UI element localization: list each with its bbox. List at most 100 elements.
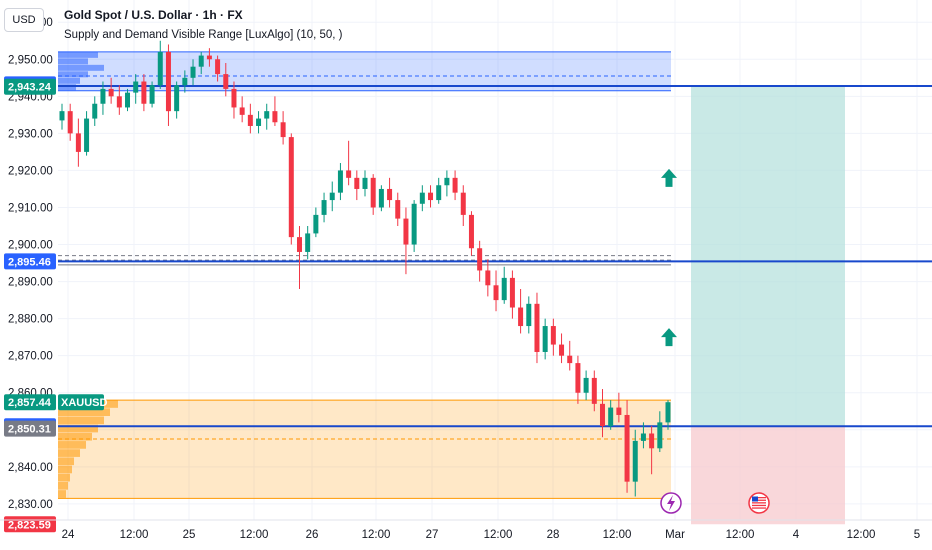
candle-body: [649, 433, 655, 449]
candle-body: [165, 51, 171, 112]
y-tick-label: 2,870.00: [8, 351, 53, 363]
candle-body: [75, 133, 81, 152]
price-tag-label: 2,895.46: [8, 256, 51, 268]
candle-body: [493, 285, 499, 301]
candle-body: [329, 192, 335, 201]
price-tag-label: 2,943.24: [8, 82, 52, 94]
x-tick-label: Mar: [665, 529, 685, 541]
x-tick-label: 27: [426, 529, 439, 541]
y-tick-label: 2,840.00: [8, 462, 53, 474]
candle-body: [567, 355, 573, 364]
candle-body: [403, 218, 409, 245]
candle-body: [509, 277, 515, 308]
candle-body: [411, 203, 417, 245]
demand-profile-bar: [58, 432, 92, 441]
candle-body: [149, 85, 155, 104]
candle-body: [362, 177, 368, 189]
x-tick-label: 4: [793, 529, 800, 541]
candle-body: [174, 85, 180, 112]
price-tag: [4, 394, 56, 411]
price-tag: [4, 420, 56, 437]
x-tick-label: 26: [306, 529, 319, 541]
demand-profile-bar: [58, 473, 70, 482]
candle-body: [640, 433, 646, 441]
price-tag: [4, 253, 56, 270]
x-tick-label: 12:00: [603, 529, 632, 541]
candle-body: [157, 51, 163, 86]
x-tick-label: 12:00: [120, 529, 149, 541]
candle-body: [198, 55, 204, 67]
candle-body: [608, 407, 614, 427]
candle-body: [485, 270, 491, 286]
candle-body: [395, 200, 401, 219]
candle-body: [215, 59, 221, 75]
demand-profile-bar: [58, 457, 74, 466]
candle-body: [182, 77, 188, 86]
candle-body: [657, 422, 663, 449]
candle-body: [67, 111, 73, 134]
chart-title: Gold Spot / U.S. Dollar · 1h · FX: [64, 8, 243, 22]
y-tick-label: 2,930.00: [8, 128, 53, 140]
candle-body: [518, 307, 524, 327]
candle-body: [624, 414, 630, 482]
demand-zone: [58, 400, 671, 499]
price-tag-label: 2,823.59: [8, 519, 51, 531]
candle-body: [452, 177, 458, 193]
y-tick-label: 2,910.00: [8, 202, 53, 214]
candle-body: [632, 440, 638, 482]
candle-body: [526, 303, 532, 327]
candle-body: [280, 122, 286, 138]
demand-profile-bar: [58, 481, 68, 490]
x-tick-label: 25: [183, 529, 196, 541]
arrow-up-icon: [661, 328, 677, 347]
x-tick-label: 12:00: [726, 529, 755, 541]
candle-body: [436, 185, 442, 201]
candle-body: [575, 363, 581, 393]
candle-body: [305, 233, 311, 252]
demand-profile-bar: [58, 424, 98, 433]
supply-profile-bar: [58, 84, 76, 91]
candle-body: [468, 214, 474, 249]
candle-body: [223, 74, 229, 89]
candle-body: [141, 81, 147, 104]
x-tick-label: 12:00: [847, 529, 876, 541]
y-tick-label: 2,900.00: [8, 240, 53, 252]
arrow-up-icon: [661, 168, 677, 187]
candle-body: [256, 118, 262, 126]
price-tag: [4, 78, 56, 95]
candle-body: [264, 111, 270, 119]
candle-body: [337, 170, 343, 193]
candle-body: [206, 55, 212, 60]
supply-profile-bar: [58, 77, 80, 84]
candle-body: [346, 170, 352, 178]
price-tag-label: 2,850.31: [8, 424, 51, 436]
x-tick-label: 12:00: [240, 529, 269, 541]
currency-button[interactable]: USD: [4, 8, 44, 32]
candle-body: [92, 103, 98, 119]
long-position-profit-zone: [691, 85, 845, 427]
long-position-loss-zone: [691, 426, 845, 525]
candle-body: [108, 88, 114, 97]
y-tick-label: 2,950.00: [8, 54, 53, 66]
candle-body: [444, 177, 450, 186]
candle-body: [419, 192, 425, 204]
symbol-tag-label: XAUUSD: [61, 397, 108, 409]
candle-body: [665, 402, 671, 423]
x-tick-label: 12:00: [362, 529, 391, 541]
demand-profile-bar: [58, 416, 104, 425]
indicator-label: Supply and Demand Visible Range [LuxAlgo…: [64, 29, 343, 41]
candle-body: [239, 107, 245, 115]
candle-body: [84, 118, 90, 152]
candle-body: [599, 403, 605, 427]
candle-body: [387, 188, 393, 201]
candle-body: [591, 377, 597, 404]
candle-body: [133, 81, 139, 93]
us-flag-event-icon: [748, 492, 770, 514]
candle-body: [550, 326, 556, 345]
candle-body: [559, 344, 565, 356]
supply-profile-bar: [58, 71, 88, 78]
demand-profile-bar: [58, 449, 80, 457]
candle-body: [428, 192, 434, 201]
x-tick-label: 28: [547, 529, 560, 541]
